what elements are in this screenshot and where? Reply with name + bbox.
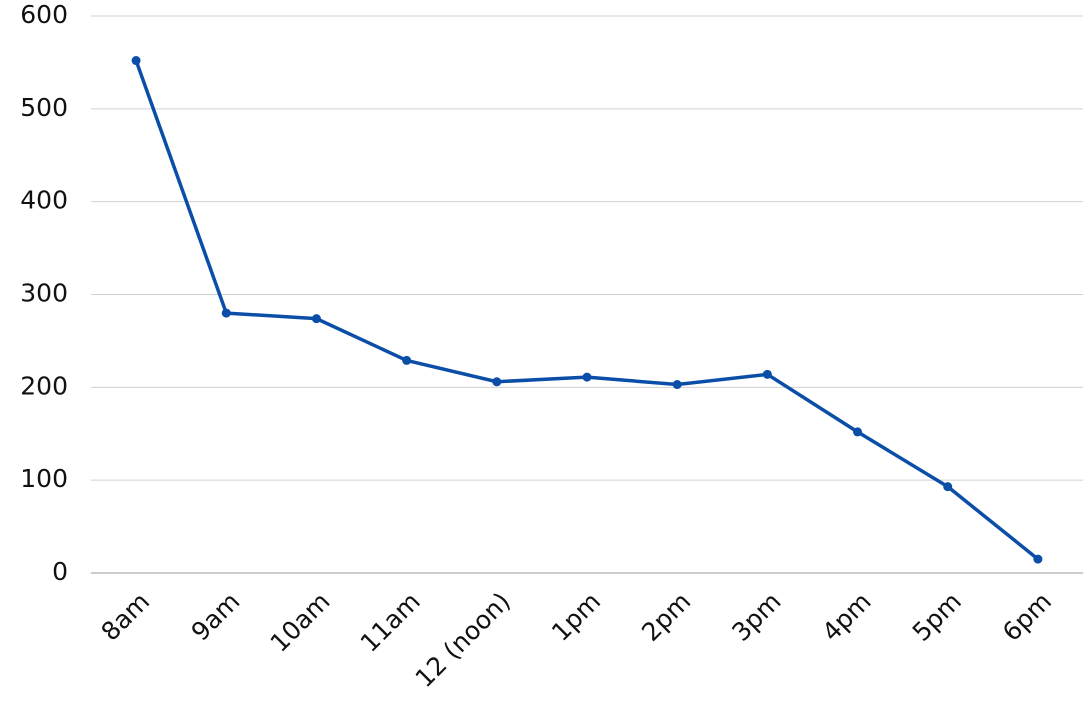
x-tick-label: 5pm bbox=[907, 587, 967, 647]
x-tick-label: 8am bbox=[95, 587, 155, 647]
point bbox=[311, 314, 321, 324]
point bbox=[943, 482, 953, 492]
y-tick-label: 200 bbox=[20, 371, 68, 400]
x-tick-label: 11am bbox=[355, 587, 426, 658]
x-tick-label: 6pm bbox=[997, 587, 1057, 647]
point bbox=[221, 308, 231, 318]
point bbox=[492, 377, 502, 387]
x-tick-label: 10am bbox=[265, 587, 336, 658]
x-tick-label: 2pm bbox=[636, 587, 696, 647]
x-tick-label: 12 (noon) bbox=[410, 587, 516, 693]
point bbox=[402, 355, 412, 365]
y-tick-label: 600 bbox=[20, 0, 68, 29]
y-tick-label: 0 bbox=[52, 557, 68, 586]
point bbox=[1033, 554, 1043, 564]
x-tick-label: 4pm bbox=[817, 587, 877, 647]
point bbox=[582, 372, 592, 382]
line bbox=[134, 59, 1040, 561]
point bbox=[762, 369, 772, 379]
y-tick-label: 100 bbox=[20, 464, 68, 493]
point bbox=[672, 380, 682, 390]
y-tick-label: 500 bbox=[20, 93, 68, 122]
x-tick-label: 3pm bbox=[726, 587, 786, 647]
y-tick-label: 400 bbox=[20, 186, 68, 215]
point bbox=[131, 56, 141, 66]
x-tick-label: 9am bbox=[186, 587, 246, 647]
y-tick-label: 300 bbox=[20, 279, 68, 308]
point bbox=[853, 427, 863, 437]
x-tick-label: 1pm bbox=[546, 587, 606, 647]
